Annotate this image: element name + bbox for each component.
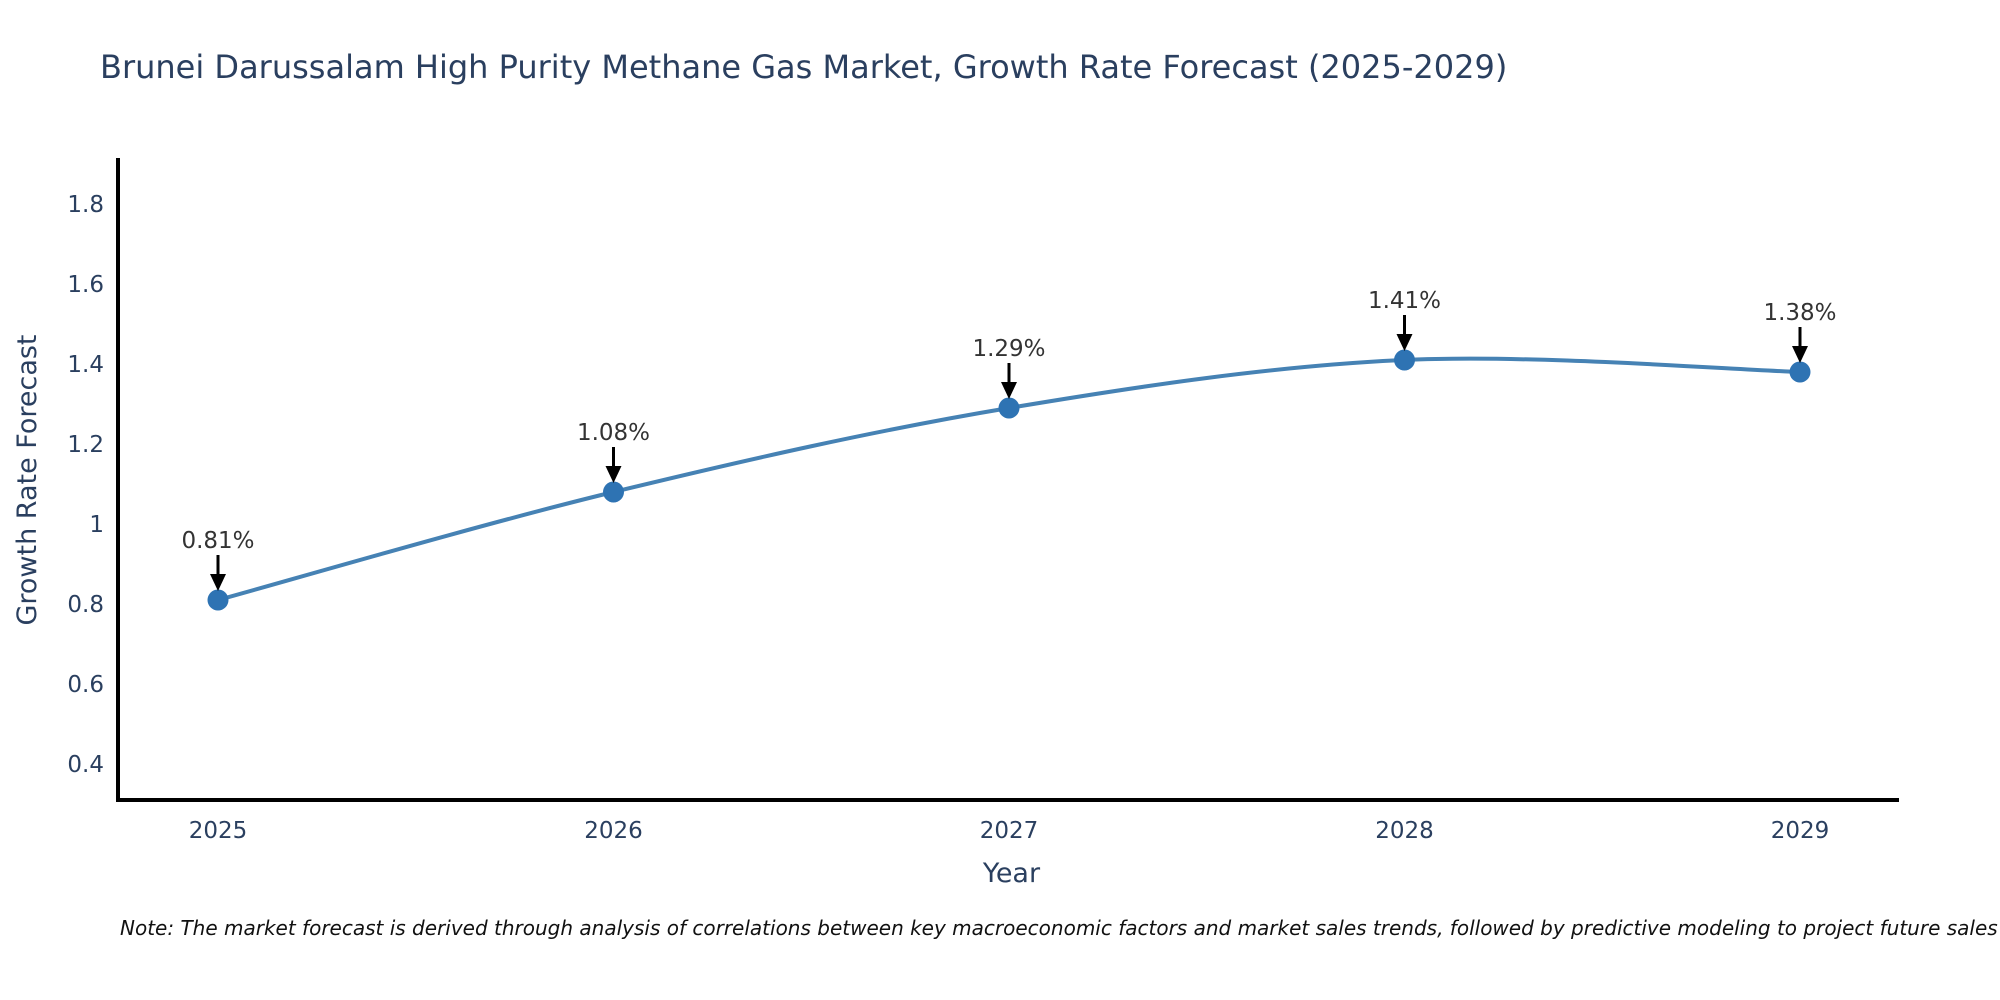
- y-tick-label: 1.8: [67, 192, 104, 218]
- annotation-arrowhead: [1396, 334, 1413, 351]
- axis-lines: [116, 158, 1899, 802]
- x-tick-label: 2027: [980, 818, 1039, 844]
- x-axis-title: Year: [982, 858, 1041, 889]
- y-tick-label: 1.2: [67, 432, 104, 458]
- y-tick-label: 1.4: [67, 352, 104, 378]
- y-tick-label: 0.8: [67, 592, 104, 618]
- footnote: Note: The market forecast is derived thr…: [120, 916, 1998, 940]
- data-point-marker: [1789, 361, 1811, 383]
- annotation-arrowhead: [1792, 346, 1808, 363]
- x-tick-label: 2028: [1375, 818, 1434, 844]
- x-tick-label: 2026: [584, 818, 643, 844]
- annotation-arrowhead: [1001, 382, 1017, 399]
- annotation-arrowhead: [605, 466, 622, 483]
- data-point-label: 0.81%: [181, 528, 254, 554]
- y-axis-title: Growth Rate Forecast: [12, 334, 43, 625]
- y-tick-label: 1: [89, 512, 104, 538]
- y-tick-label: 1.6: [67, 272, 104, 298]
- data-point-marker: [603, 481, 624, 503]
- y-tick-label: 0.4: [67, 752, 104, 778]
- data-point-label: 1.08%: [577, 420, 650, 446]
- annotation-arrowhead: [210, 574, 226, 591]
- data-point-marker: [998, 397, 1020, 419]
- data-point-marker: [1394, 349, 1415, 371]
- x-tick-label: 2029: [1771, 818, 1830, 844]
- chart-title: Brunei Darussalam High Purity Methane Ga…: [100, 48, 1508, 86]
- data-point-marker: [207, 589, 229, 611]
- data-point-label: 1.41%: [1368, 288, 1441, 314]
- data-point-label: 1.38%: [1763, 300, 1836, 326]
- data-point-label: 1.29%: [972, 336, 1045, 362]
- y-tick-label: 0.6: [67, 672, 104, 698]
- x-tick-label: 2025: [189, 818, 248, 844]
